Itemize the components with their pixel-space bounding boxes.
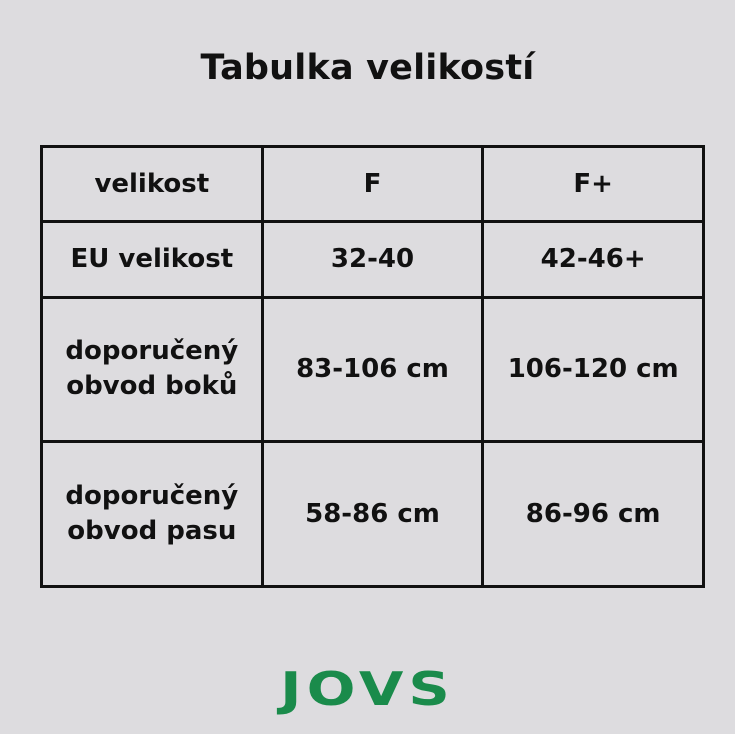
table-cell: 86-96 cm [481, 440, 705, 588]
brand-logo: JOVS [280, 662, 455, 716]
table-cell: 58-86 cm [260, 440, 485, 588]
table-row: velikost F F+ [40, 144, 705, 224]
table-cell: velikost [40, 144, 264, 224]
page-title: Tabulka velikostí [200, 48, 535, 88]
table-cell: 106-120 cm [481, 295, 705, 444]
table-row: doporučený obvod pasu 58-86 cm 86-96 cm [40, 440, 705, 588]
table-cell: doporučený obvod pasu [40, 440, 264, 588]
table-row: EU velikost 32-40 42-46+ [40, 220, 705, 299]
size-table: velikost F F+ EU velikost 32-40 42-46+ d… [40, 144, 705, 588]
table-cell: 83-106 cm [260, 295, 485, 444]
table-cell: F [260, 144, 485, 224]
table-cell: F+ [481, 144, 705, 224]
table-row: doporučený obvod boků 83-106 cm 106-120 … [40, 295, 705, 444]
table-cell: EU velikost [40, 220, 264, 299]
table-cell: doporučený obvod boků [40, 295, 264, 444]
table-cell: 32-40 [260, 220, 485, 299]
table-cell: 42-46+ [481, 220, 705, 299]
